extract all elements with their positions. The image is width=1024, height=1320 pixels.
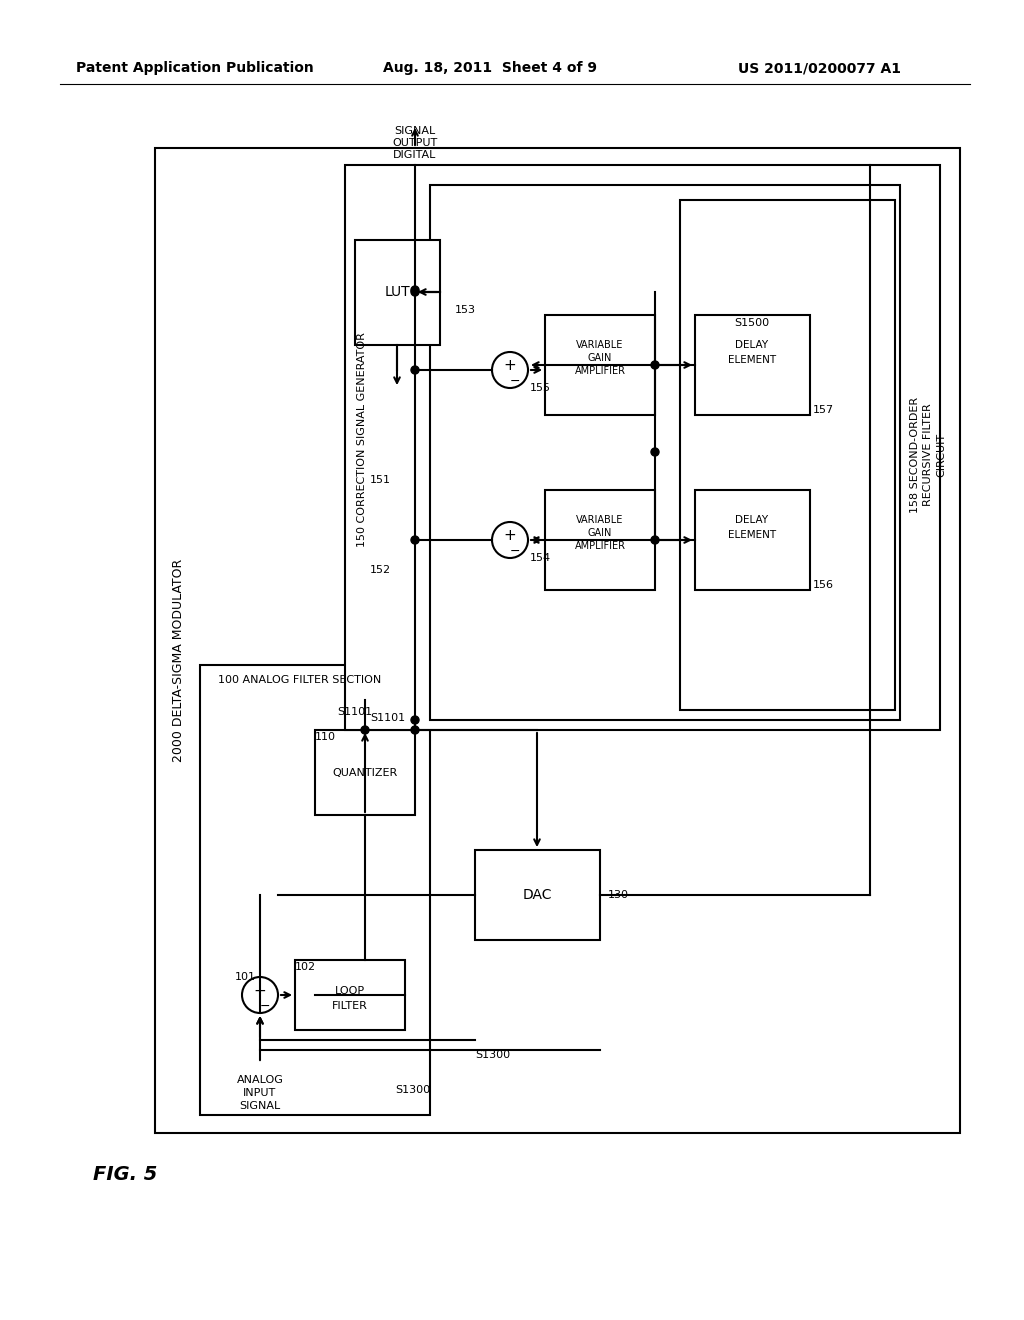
- Text: QUANTIZER: QUANTIZER: [333, 768, 397, 777]
- Circle shape: [651, 360, 659, 370]
- Text: −: −: [510, 375, 520, 388]
- Circle shape: [411, 286, 419, 294]
- Text: 2000 DELTA-SIGMA MODULATOR: 2000 DELTA-SIGMA MODULATOR: [171, 558, 184, 762]
- Circle shape: [411, 715, 419, 723]
- Text: SIGNAL: SIGNAL: [394, 125, 435, 136]
- Bar: [545, 490, 655, 590]
- Text: OUTPUT: OUTPUT: [392, 139, 437, 148]
- Text: AMPLIFIER: AMPLIFIER: [574, 366, 626, 376]
- Text: S1300: S1300: [395, 1085, 430, 1096]
- Text: 154: 154: [530, 553, 551, 564]
- Text: 100 ANALOG FILTER SECTION: 100 ANALOG FILTER SECTION: [218, 675, 382, 685]
- Bar: [345, 165, 940, 730]
- Text: Aug. 18, 2011  Sheet 4 of 9: Aug. 18, 2011 Sheet 4 of 9: [383, 61, 597, 75]
- Text: GAIN: GAIN: [588, 528, 612, 539]
- Text: ELEMENT: ELEMENT: [728, 355, 776, 366]
- Bar: [200, 665, 430, 1115]
- Text: DELAY: DELAY: [735, 515, 769, 525]
- Text: 155: 155: [530, 383, 551, 393]
- Bar: [545, 315, 655, 414]
- Text: ANALOG: ANALOG: [237, 1074, 284, 1085]
- Bar: [315, 730, 415, 814]
- Text: −: −: [260, 999, 270, 1012]
- Bar: [475, 850, 600, 940]
- Circle shape: [411, 366, 419, 374]
- Text: S1500: S1500: [734, 318, 770, 327]
- Text: S1101: S1101: [370, 713, 406, 723]
- Text: Patent Application Publication: Patent Application Publication: [76, 61, 314, 75]
- Text: LUT: LUT: [384, 285, 410, 300]
- Bar: [355, 240, 440, 345]
- Bar: [695, 490, 810, 590]
- Text: S1101: S1101: [338, 708, 373, 717]
- Text: SIGNAL: SIGNAL: [240, 1101, 281, 1111]
- Text: 157: 157: [813, 405, 835, 414]
- Text: DELAY: DELAY: [735, 341, 769, 350]
- Text: 150 CORRECTION SIGNAL GENERATOR: 150 CORRECTION SIGNAL GENERATOR: [357, 333, 367, 548]
- Text: CIRCUIT: CIRCUIT: [936, 433, 946, 477]
- Text: RECURSIVE FILTER: RECURSIVE FILTER: [923, 404, 933, 507]
- Text: −: −: [510, 544, 520, 557]
- Bar: [295, 960, 406, 1030]
- Text: 153: 153: [455, 305, 476, 315]
- Text: US 2011/0200077 A1: US 2011/0200077 A1: [738, 61, 901, 75]
- Text: ELEMENT: ELEMENT: [728, 531, 776, 540]
- Circle shape: [651, 447, 659, 455]
- Text: VARIABLE: VARIABLE: [577, 515, 624, 525]
- Text: AMPLIFIER: AMPLIFIER: [574, 541, 626, 550]
- Circle shape: [651, 536, 659, 544]
- Text: 110: 110: [315, 733, 336, 742]
- Bar: [695, 315, 810, 414]
- Text: 102: 102: [295, 962, 316, 972]
- Circle shape: [361, 726, 369, 734]
- Text: GAIN: GAIN: [588, 352, 612, 363]
- Text: +: +: [504, 528, 516, 544]
- Text: 156: 156: [813, 579, 834, 590]
- Bar: [155, 148, 961, 1133]
- Text: +: +: [504, 359, 516, 374]
- Text: FILTER: FILTER: [332, 1001, 368, 1011]
- Text: LOOP: LOOP: [335, 986, 366, 997]
- Bar: [430, 185, 900, 719]
- Text: 101: 101: [234, 972, 256, 982]
- Text: 151: 151: [370, 475, 390, 484]
- Text: +: +: [254, 983, 266, 998]
- Text: 152: 152: [370, 565, 390, 576]
- Circle shape: [411, 288, 419, 296]
- Text: VARIABLE: VARIABLE: [577, 341, 624, 350]
- Text: INPUT: INPUT: [244, 1088, 276, 1098]
- Circle shape: [411, 726, 419, 734]
- Text: FIG. 5: FIG. 5: [93, 1166, 158, 1184]
- Text: DAC: DAC: [522, 888, 552, 902]
- Text: DIGITAL: DIGITAL: [393, 150, 436, 160]
- Circle shape: [411, 536, 419, 544]
- Bar: [680, 201, 895, 710]
- Text: 158 SECOND-ORDER: 158 SECOND-ORDER: [910, 397, 920, 513]
- Text: S1300: S1300: [475, 1049, 510, 1060]
- Text: 130: 130: [608, 890, 629, 900]
